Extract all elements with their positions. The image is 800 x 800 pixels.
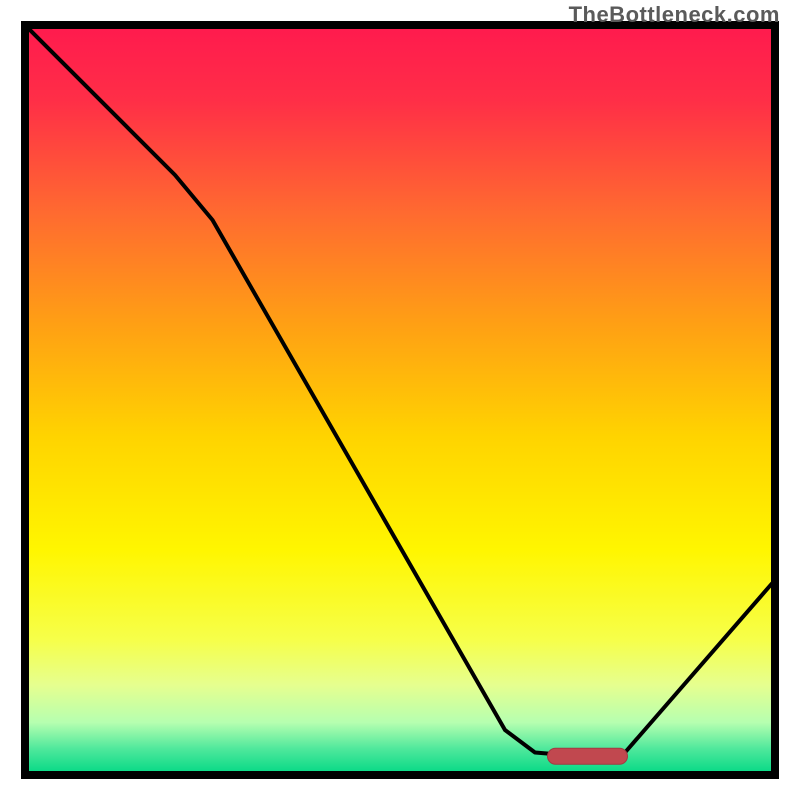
watermark-text: TheBottleneck.com [569,2,780,28]
optimal-marker [548,748,628,764]
bottleneck-chart [0,0,800,800]
chart-root: { "meta": { "watermark_text": "TheBottle… [0,0,800,800]
